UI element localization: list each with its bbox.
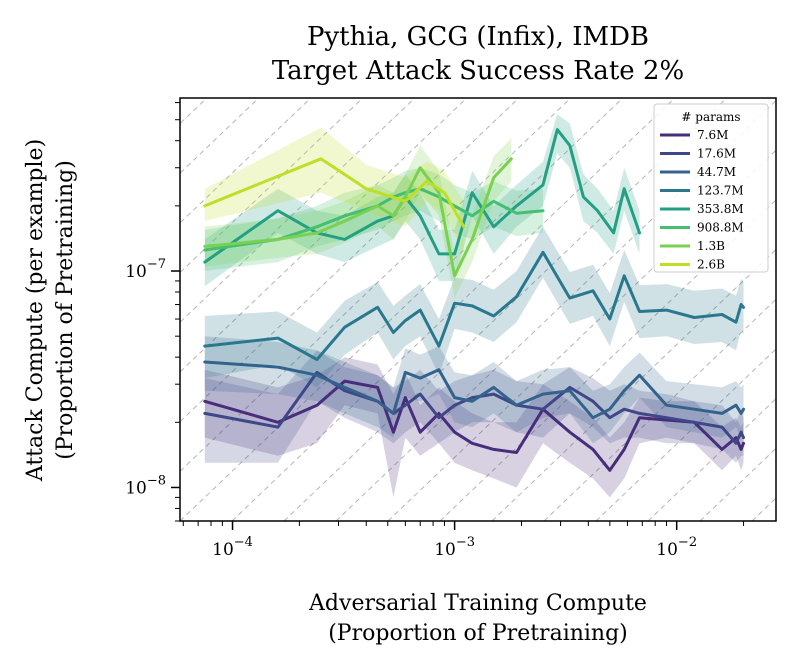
x-axis-ticks: 10−4 10−3 10−2 (182, 521, 745, 560)
y-axis-label-line2: (Proportion of Pretraining) (53, 160, 78, 460)
legend-label-1.3B: 1.3B (697, 239, 725, 253)
y-axis-label: Attack Compute (per example) (23, 139, 48, 482)
grid-line (180, 98, 624, 521)
series-band-17.6M (204, 350, 744, 463)
grid-line (180, 98, 520, 423)
series-band-2.6B (204, 127, 464, 254)
grid-line (595, 348, 776, 521)
grid-line (491, 248, 776, 521)
grid-line (180, 98, 468, 373)
series-lines (203, 128, 745, 472)
grid-line (439, 199, 776, 521)
series-line-908.8M (203, 187, 545, 252)
x-axis-label-line2: (Proportion of Pretraining) (328, 621, 628, 646)
grid-line (387, 149, 776, 521)
grid-line (180, 98, 416, 323)
grid-line (543, 298, 776, 521)
series-line-353.8M (203, 128, 641, 264)
grid-line (335, 99, 776, 521)
series-line-1.3B (203, 157, 513, 278)
x-tick-label: 10−3 (434, 535, 475, 560)
y-tick-label: 10−7 (125, 257, 166, 282)
chart-title: Pythia, GCG (Infix), IMDB (307, 22, 649, 52)
x-tick-label: 10−4 (212, 535, 253, 560)
series-line-123.7M (203, 250, 745, 361)
legend: # params 7.6M 17.6M 44.7M 123.7M 353.8M 908.8… (653, 103, 769, 273)
legend-label-44.7M: 44.7M (697, 165, 736, 179)
y-tick-label: 10−8 (125, 473, 166, 498)
x-axis-label: Adversarial Training Compute (308, 591, 647, 616)
legend-title: # params (681, 110, 740, 124)
y-axis-ticks: 10−8 10−7 (125, 102, 180, 522)
series-band-1.3B (204, 138, 512, 299)
legend-label-7.6M: 7.6M (697, 128, 728, 142)
series-band-7.6M (204, 357, 744, 498)
legend-label-908.8M: 908.8M (697, 221, 744, 235)
series-line-44.7M (203, 360, 745, 420)
series-band-908.8M (204, 167, 544, 271)
legend-label-2.6B: 2.6B (697, 258, 725, 272)
grid-line (231, 98, 676, 521)
legend-box (653, 103, 769, 273)
series-band-353.8M (204, 114, 640, 287)
legend-label-123.7M: 123.7M (697, 184, 744, 198)
chart-subtitle: Target Attack Success Rate 2% (272, 56, 684, 86)
series-line-2.6B (203, 157, 466, 229)
grid-line (283, 98, 728, 521)
legend-label-17.6M: 17.6M (697, 147, 736, 161)
legend-label-353.8M: 353.8M (697, 202, 744, 216)
plot-frame (179, 97, 777, 522)
grid-line (180, 98, 572, 473)
x-tick-label: 10−2 (656, 535, 697, 560)
